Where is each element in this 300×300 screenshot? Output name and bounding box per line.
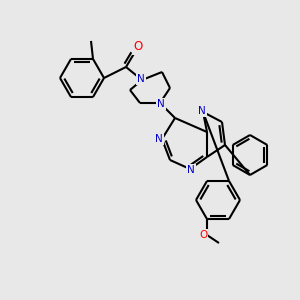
Text: N: N: [155, 134, 163, 144]
Text: O: O: [134, 40, 142, 53]
Text: N: N: [157, 99, 165, 109]
Text: N: N: [187, 165, 195, 175]
Text: N: N: [198, 106, 206, 116]
Text: O: O: [199, 230, 207, 240]
Text: N: N: [137, 74, 145, 84]
